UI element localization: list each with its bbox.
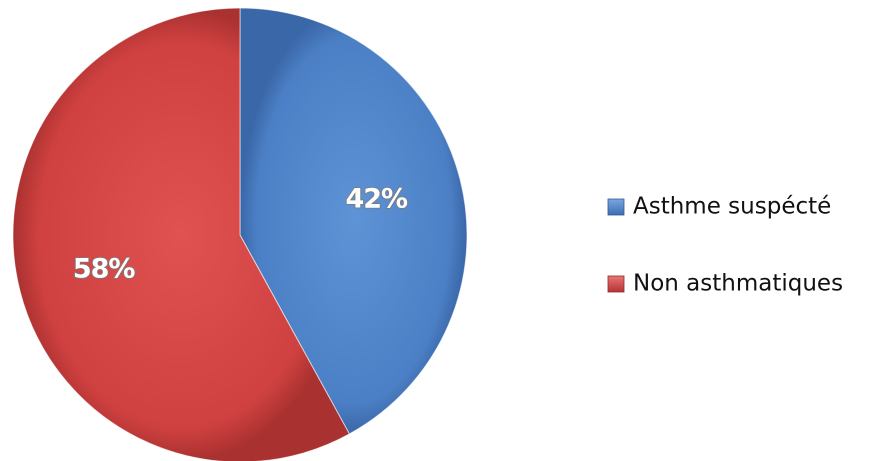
data-label-asthme-suspecte: 42% <box>345 183 408 214</box>
legend-item-asthme-suspecte: Asthme suspécté <box>607 194 831 220</box>
data-label-non-asthmatiques: 58% <box>73 254 136 285</box>
pie-slices <box>12 7 468 461</box>
pie-slice-asthme-suspecte <box>239 7 468 435</box>
legend-item-non-asthmatiques: Non asthmatiques <box>607 271 843 297</box>
pie-data-labels: 42% 58% <box>72 183 410 286</box>
legend-swatch-non-asthmatiques <box>607 275 625 293</box>
legend-label-non-asthmatiques: Non asthmatiques <box>633 271 843 297</box>
legend: Asthme suspécté Non asthmatiques <box>607 194 843 297</box>
pie-slice-non-asthmatiques <box>12 7 351 461</box>
legend-label-asthme-suspecte: Asthme suspécté <box>633 194 831 220</box>
legend-swatch-asthme-suspecte <box>607 198 625 216</box>
